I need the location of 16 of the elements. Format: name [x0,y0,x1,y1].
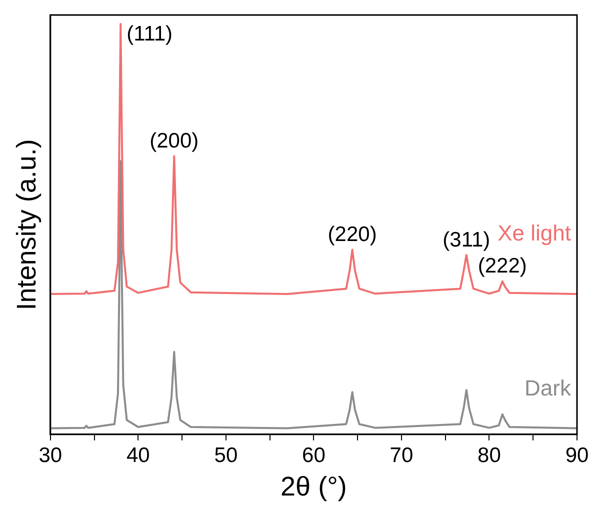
annotation: (311) [442,228,490,252]
series-label: Dark [524,375,572,400]
x-tick-label: 80 [478,444,501,467]
x-axis-title: 2θ (°) [280,471,347,502]
x-tick-label: 40 [126,444,150,467]
annotation: (222) [478,254,527,278]
y-axis-title: Intensity (a.u.) [12,139,42,310]
x-tick-label: 60 [302,444,326,467]
annotation: (220) [328,223,377,246]
x-tick-label: 30 [38,444,62,467]
x-tick-label: 70 [390,444,414,467]
annotation: (200) [150,129,199,152]
series-label: Xe light [498,220,571,246]
annotation: (111) [126,22,173,46]
x-tick-label: 50 [214,444,238,467]
x-tick-label: 90 [565,444,589,467]
